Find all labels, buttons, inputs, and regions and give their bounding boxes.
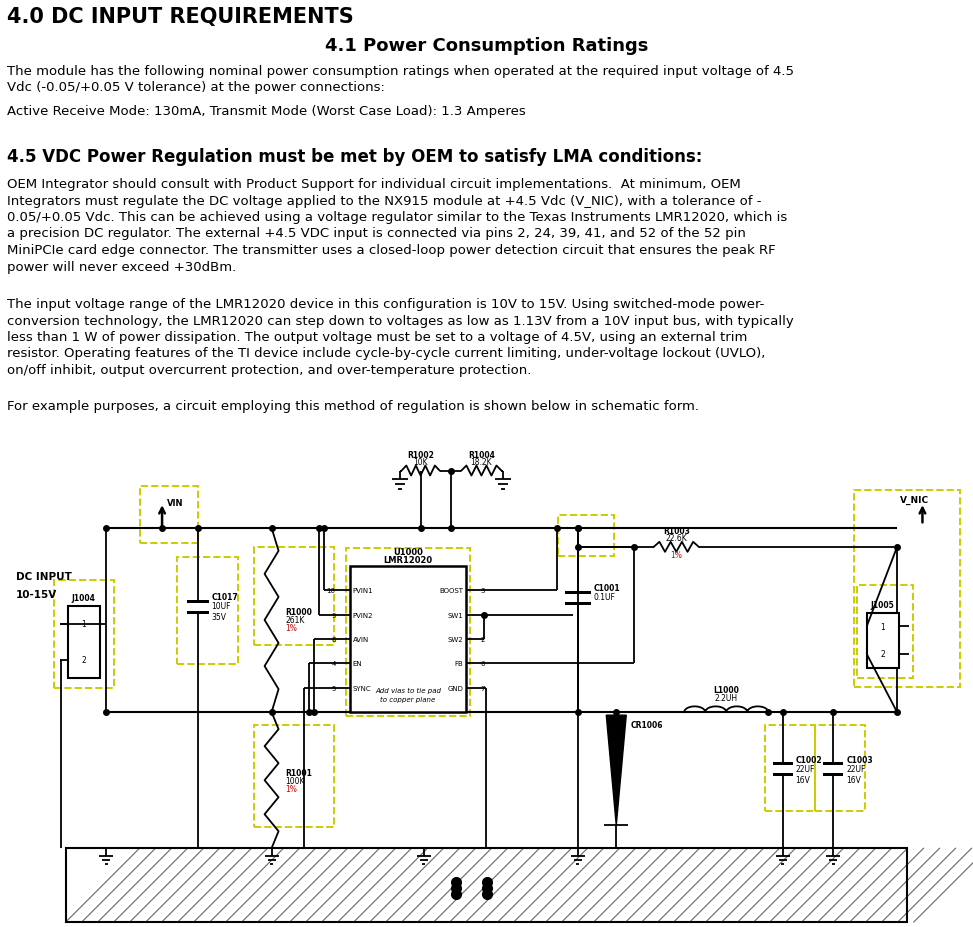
- Text: 2: 2: [481, 636, 485, 642]
- Text: C1001: C1001: [594, 584, 621, 592]
- Bar: [68, 606, 100, 678]
- Text: 2: 2: [881, 650, 885, 659]
- Text: 10: 10: [327, 588, 336, 593]
- Text: 2.2UH: 2.2UH: [715, 693, 738, 703]
- Bar: [349, 566, 466, 712]
- Text: R1001: R1001: [285, 768, 312, 777]
- Text: LMR12020: LMR12020: [383, 555, 432, 565]
- Bar: [254, 547, 334, 645]
- Text: 9: 9: [331, 612, 336, 618]
- Text: 5: 5: [331, 685, 336, 691]
- Bar: [823, 763, 844, 766]
- Text: 1%: 1%: [670, 551, 682, 559]
- Text: PVIN1: PVIN1: [352, 588, 374, 593]
- Text: 1: 1: [82, 619, 87, 629]
- Bar: [558, 515, 614, 556]
- Text: 35V: 35V: [211, 613, 227, 621]
- Bar: [187, 611, 208, 614]
- Bar: [66, 848, 907, 922]
- Text: 100K: 100K: [285, 776, 306, 785]
- Text: L1000: L1000: [713, 685, 739, 694]
- Text: 1%: 1%: [285, 624, 298, 633]
- Text: R1003: R1003: [663, 527, 690, 535]
- Text: BOOST: BOOST: [439, 588, 463, 593]
- Text: to copper plane: to copper plane: [380, 696, 436, 703]
- Text: OEM Integrator should consult with Product Support for individual circuit implem: OEM Integrator should consult with Produ…: [7, 178, 787, 273]
- Text: SYNC: SYNC: [352, 685, 372, 691]
- Text: C1002: C1002: [796, 756, 822, 764]
- Text: For example purposes, a circuit employing this method of regulation is shown bel: For example purposes, a circuit employin…: [7, 400, 699, 413]
- Polygon shape: [606, 716, 627, 825]
- Text: R1002: R1002: [407, 450, 434, 459]
- Text: 7: 7: [481, 685, 485, 691]
- Text: Add vias to tie pad: Add vias to tie pad: [375, 687, 441, 693]
- Text: 8: 8: [331, 636, 336, 642]
- Text: C1003: C1003: [847, 756, 873, 764]
- Text: 261K: 261K: [285, 616, 305, 625]
- Text: R1000: R1000: [285, 608, 312, 616]
- Text: 18.2K: 18.2K: [471, 457, 492, 466]
- Text: CR1006: CR1006: [631, 720, 663, 729]
- Text: 2: 2: [82, 655, 87, 665]
- Bar: [140, 487, 198, 543]
- Text: The input voltage range of the LMR12020 device in this configuration is 10V to 1: The input voltage range of the LMR12020 …: [7, 298, 794, 376]
- Text: V_NIC: V_NIC: [900, 496, 929, 505]
- Text: 6: 6: [481, 661, 485, 667]
- Text: AVIN: AVIN: [352, 636, 369, 642]
- Bar: [765, 725, 814, 811]
- Bar: [345, 548, 470, 717]
- Text: C1017: C1017: [211, 592, 238, 602]
- Text: 10UF: 10UF: [211, 602, 231, 611]
- Text: SW1: SW1: [448, 612, 463, 618]
- Text: EN: EN: [352, 661, 362, 667]
- Text: 10K: 10K: [414, 457, 428, 466]
- Bar: [773, 763, 793, 766]
- Text: VIN: VIN: [167, 499, 184, 507]
- Text: 4: 4: [331, 661, 336, 667]
- Text: SW2: SW2: [448, 636, 463, 642]
- Bar: [773, 773, 793, 777]
- Text: 4.1 Power Consumption Ratings: 4.1 Power Consumption Ratings: [325, 37, 648, 55]
- Text: J1005: J1005: [871, 600, 894, 609]
- Text: The module has the following nominal power consumption ratings when operated at : The module has the following nominal pow…: [7, 65, 794, 95]
- Text: DC INPUT: DC INPUT: [17, 571, 72, 581]
- Text: 1: 1: [881, 622, 885, 631]
- Text: 0.1UF: 0.1UF: [594, 592, 616, 602]
- Text: 3: 3: [481, 588, 485, 593]
- Bar: [187, 600, 208, 603]
- Text: 22UF: 22UF: [847, 764, 866, 773]
- Bar: [853, 490, 960, 687]
- Text: R1004: R1004: [468, 450, 495, 459]
- Text: 4.0 DC INPUT REQUIREMENTS: 4.0 DC INPUT REQUIREMENTS: [7, 7, 354, 27]
- Bar: [867, 613, 899, 668]
- Text: GND: GND: [448, 685, 463, 691]
- Bar: [815, 725, 865, 811]
- Text: PVIN2: PVIN2: [352, 612, 373, 618]
- Text: 22.6K: 22.6K: [666, 533, 687, 542]
- Text: FB: FB: [454, 661, 463, 667]
- Bar: [564, 602, 591, 605]
- Text: 10-15V: 10-15V: [17, 590, 57, 599]
- Text: J1004: J1004: [72, 593, 95, 603]
- Text: 4.5 VDC Power Regulation must be met by OEM to satisfy LMA conditions:: 4.5 VDC Power Regulation must be met by …: [7, 147, 703, 166]
- Text: 1%: 1%: [285, 784, 298, 793]
- Bar: [177, 557, 238, 664]
- Text: 1: 1: [481, 612, 485, 618]
- Text: 16V: 16V: [847, 775, 861, 784]
- Text: 16V: 16V: [796, 775, 811, 784]
- Text: Active Receive Mode: 130mA, Transmit Mode (Worst Case Load): 1.3 Amperes: Active Receive Mode: 130mA, Transmit Mod…: [7, 105, 525, 118]
- Text: 22UF: 22UF: [796, 764, 815, 773]
- Bar: [823, 773, 844, 777]
- Bar: [254, 725, 334, 827]
- Bar: [54, 580, 114, 688]
- Bar: [564, 591, 591, 594]
- Bar: [856, 585, 913, 678]
- Text: U1000: U1000: [393, 547, 423, 556]
